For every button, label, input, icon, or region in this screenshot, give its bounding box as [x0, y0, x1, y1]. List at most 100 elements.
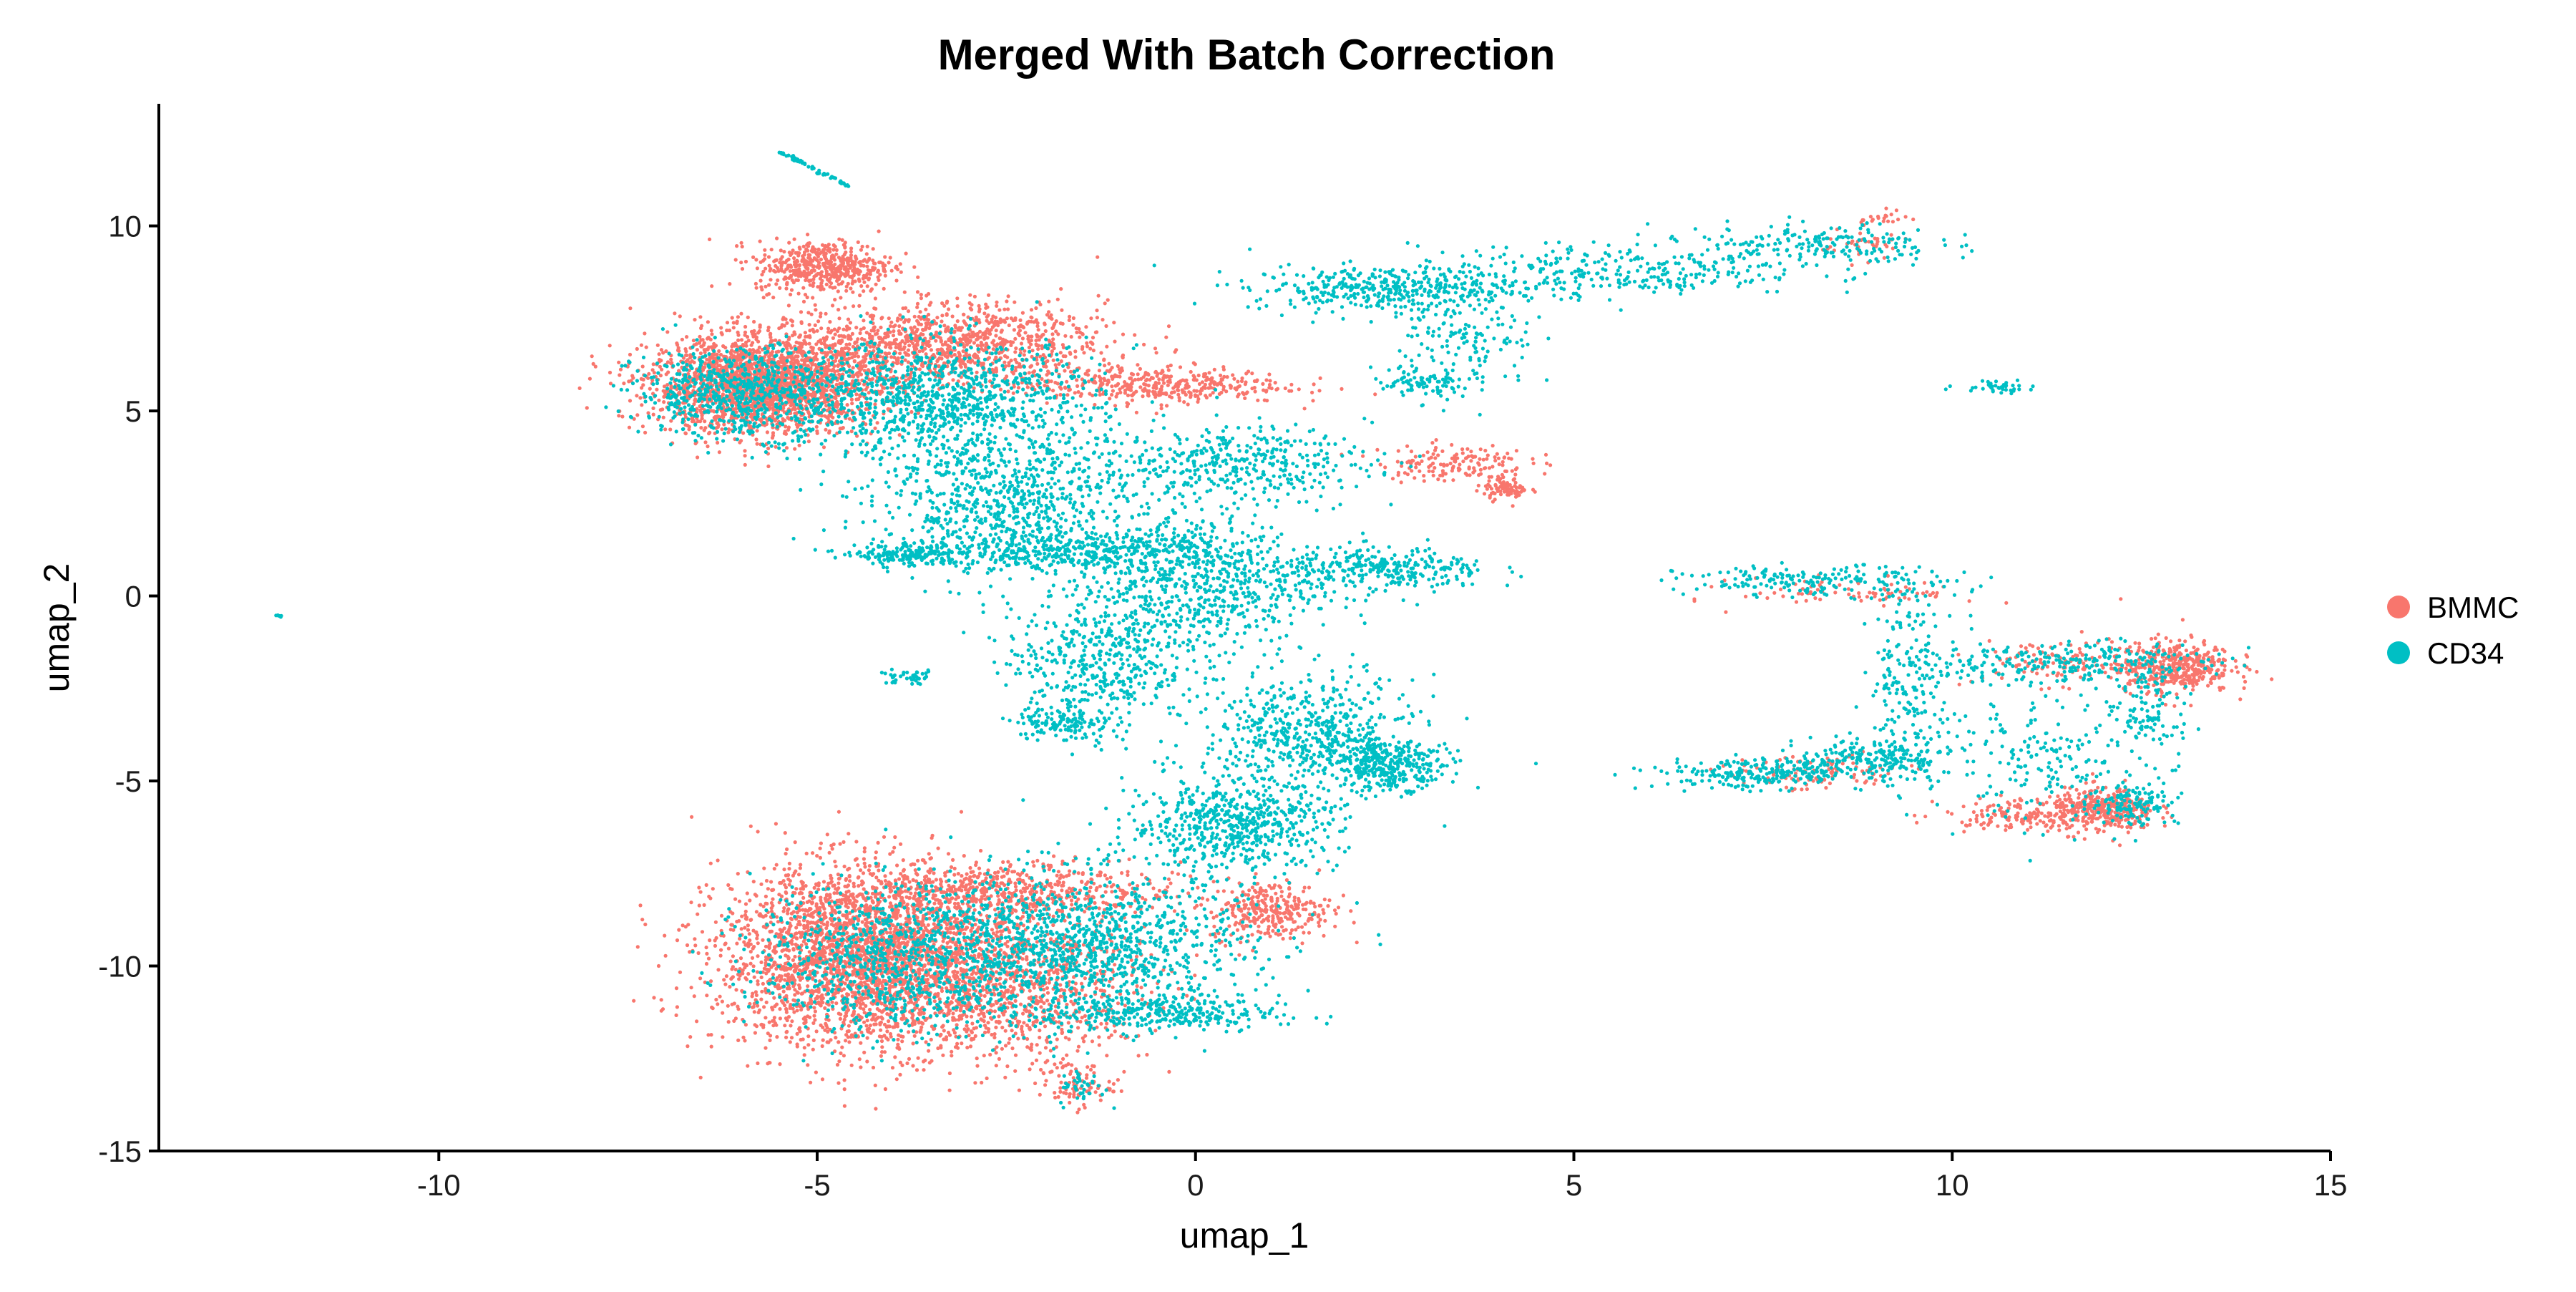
data-point — [733, 258, 738, 262]
data-point — [861, 276, 865, 281]
data-point — [1120, 366, 1124, 370]
data-point — [687, 427, 691, 432]
data-point — [814, 363, 818, 367]
data-point — [824, 269, 829, 273]
data-point — [766, 464, 771, 469]
data-point — [833, 244, 837, 248]
data-point — [1107, 369, 1111, 374]
data-point — [968, 293, 972, 297]
data-point — [698, 334, 702, 339]
data-point — [843, 241, 847, 245]
data-point — [894, 264, 899, 268]
data-point — [990, 341, 995, 345]
data-point — [790, 1019, 794, 1024]
data-point — [628, 352, 633, 356]
data-point — [1093, 374, 1098, 378]
data-point — [1050, 332, 1055, 336]
data-point — [769, 331, 773, 336]
data-point — [1043, 321, 1047, 326]
data-point — [809, 248, 814, 253]
data-point — [1118, 370, 1123, 375]
data-point — [773, 419, 777, 423]
data-point — [1496, 456, 1501, 460]
data-point — [1451, 465, 1455, 469]
data-point — [1121, 354, 1125, 359]
data-point — [643, 331, 647, 336]
data-point — [977, 307, 982, 311]
data-point — [1013, 318, 1018, 322]
data-point — [1177, 399, 1181, 403]
data-point — [652, 996, 656, 1000]
data-point — [897, 324, 902, 329]
data-point — [927, 852, 931, 856]
data-point — [786, 303, 791, 308]
data-point — [778, 1016, 782, 1021]
data-point — [902, 320, 907, 324]
data-point — [912, 346, 917, 351]
data-point — [1103, 378, 1107, 383]
data-point — [864, 252, 869, 256]
data-point — [1487, 475, 1491, 480]
data-point — [836, 402, 841, 407]
data-point — [865, 311, 869, 316]
data-point — [1112, 321, 1116, 325]
data-point — [712, 341, 716, 346]
data-point — [1005, 316, 1009, 321]
data-point — [1005, 299, 1009, 303]
data-point — [828, 250, 832, 254]
data-point — [1106, 379, 1110, 384]
data-point — [1513, 484, 1517, 488]
data-point — [1481, 457, 1485, 462]
data-point — [833, 262, 837, 266]
data-point — [1212, 367, 1216, 372]
data-point — [1531, 457, 1535, 461]
data-point — [951, 378, 955, 382]
data-point — [756, 331, 761, 335]
data-point — [849, 429, 854, 434]
data-point — [664, 349, 668, 354]
data-point — [635, 394, 639, 398]
data-point — [781, 417, 785, 421]
data-point — [1110, 392, 1114, 397]
data-point — [709, 329, 713, 333]
data-point — [1101, 382, 1105, 387]
data-point — [725, 321, 730, 325]
data-point — [957, 351, 962, 356]
data-point — [1027, 345, 1031, 350]
data-point — [878, 273, 882, 277]
data-point — [841, 327, 846, 331]
data-point — [728, 282, 732, 286]
data-point — [1164, 335, 1169, 339]
data-point — [1177, 382, 1182, 386]
data-point — [1522, 488, 1526, 492]
data-point — [1130, 398, 1134, 402]
data-point — [888, 324, 892, 329]
data-point — [1239, 379, 1244, 384]
data-point — [1056, 332, 1060, 336]
data-point — [982, 333, 987, 338]
data-point — [786, 257, 791, 261]
data-point — [851, 379, 855, 384]
data-point — [823, 255, 827, 259]
data-point — [831, 415, 835, 420]
data-point — [1192, 378, 1196, 382]
data-point — [837, 237, 841, 241]
data-point — [774, 258, 778, 263]
data-point — [1229, 384, 1233, 389]
data-point — [924, 324, 929, 328]
data-point — [1488, 484, 1492, 489]
data-point — [798, 333, 802, 337]
data-point — [761, 296, 766, 300]
data-point — [779, 360, 784, 364]
data-point — [1310, 390, 1314, 395]
data-point — [927, 291, 931, 296]
data-point — [647, 371, 651, 376]
data-point — [843, 346, 847, 351]
data-point — [1063, 386, 1068, 390]
data-point — [1485, 453, 1490, 457]
data-point — [828, 264, 832, 268]
data-point — [635, 346, 639, 351]
data-point — [1433, 456, 1438, 460]
data-point — [824, 404, 829, 408]
data-point — [804, 334, 808, 339]
